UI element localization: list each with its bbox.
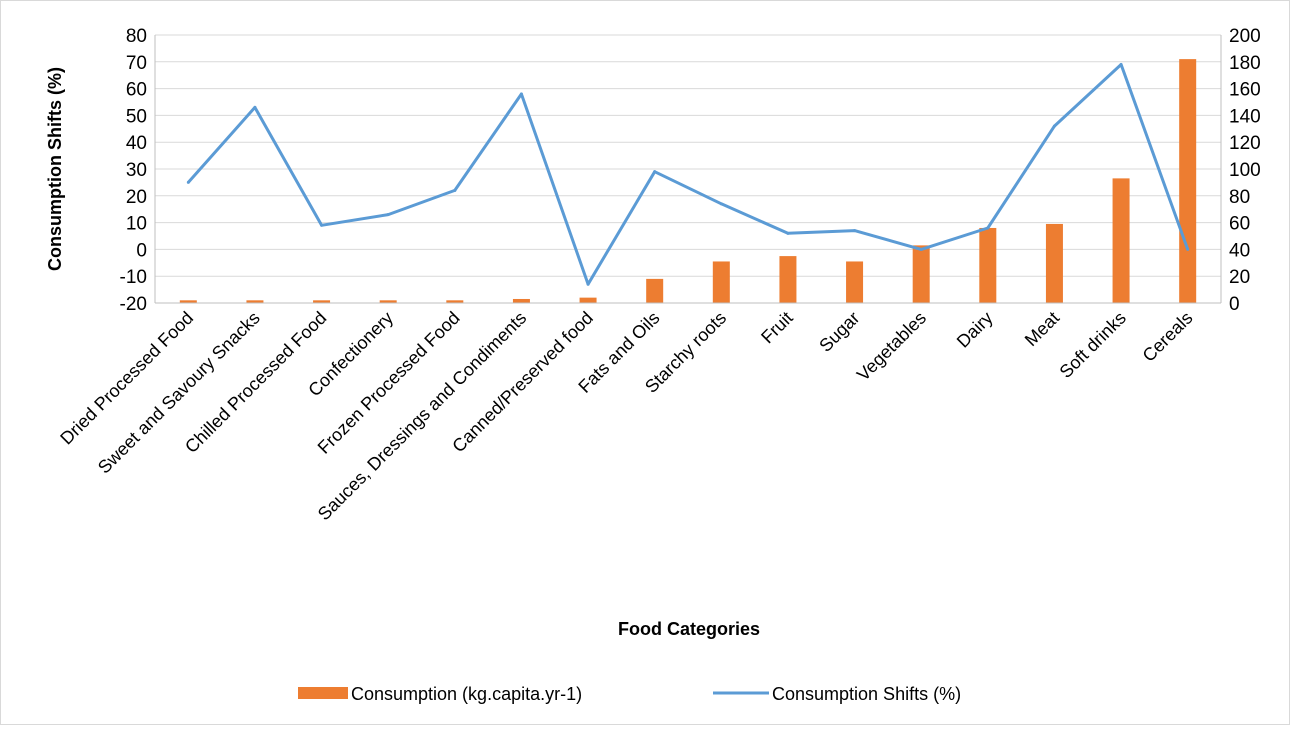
bar — [1179, 59, 1197, 304]
line-point — [919, 247, 923, 251]
line-point — [719, 202, 723, 206]
bar — [1112, 178, 1130, 303]
line-point — [1119, 62, 1123, 66]
category-label: Soft drinks — [1056, 308, 1130, 382]
legend-bar-swatch — [298, 687, 348, 699]
category-label: Sugar — [815, 308, 863, 356]
right-tick-label: 100 — [1229, 160, 1261, 181]
right-tick-label: 0 — [1229, 294, 1240, 315]
left-tick-label: -10 — [120, 267, 147, 288]
bar — [712, 261, 730, 303]
line-point — [386, 213, 390, 217]
legend-line-label: Consumption Shifts (%) — [772, 684, 961, 704]
left-tick-label: 20 — [126, 187, 147, 208]
legend-bar-label: Consumption (kg.capita.yr-1) — [351, 684, 582, 704]
legend: Consumption (kg.capita.yr-1) Consumption… — [298, 684, 961, 704]
line-point — [453, 188, 457, 192]
left-tick-label: 60 — [126, 80, 147, 101]
axes — [154, 35, 1222, 304]
line-point — [1052, 124, 1056, 128]
bar — [646, 278, 664, 303]
bar — [379, 300, 397, 303]
bar — [912, 245, 930, 303]
category-label: Dairy — [953, 308, 997, 352]
shift-line — [187, 63, 1190, 286]
right-tick-label: 120 — [1229, 133, 1261, 154]
left-tick-label: 30 — [126, 160, 147, 181]
category-label: Fruit — [757, 308, 797, 348]
x-axis-title: Food Categories — [618, 619, 760, 639]
line-series — [186, 62, 1190, 286]
line-point — [853, 229, 857, 233]
left-axis-title: Consumption Shifts (%) — [45, 67, 65, 271]
bar — [979, 227, 997, 303]
right-tick-label: 140 — [1229, 106, 1261, 127]
left-tick-label: 0 — [136, 240, 147, 261]
bar — [512, 298, 530, 303]
right-tick-label: 80 — [1229, 187, 1250, 208]
category-label: Dried Processed Food — [56, 308, 197, 449]
bar — [246, 300, 264, 303]
category-label: Cereals — [1139, 308, 1197, 366]
line-point — [986, 226, 990, 230]
bar — [1045, 223, 1063, 303]
right-tick-label: 20 — [1229, 267, 1250, 288]
line-point — [320, 223, 324, 227]
left-tick-label: -20 — [120, 294, 147, 315]
line-point — [786, 231, 790, 235]
right-tick-label: 40 — [1229, 240, 1250, 261]
line-point — [586, 282, 590, 286]
left-tick-label: 70 — [126, 53, 147, 74]
bar — [446, 300, 464, 303]
left-axis-ticks: 80 70 60 50 40 30 20 10 0 -10 -20 — [120, 26, 147, 315]
right-tick-label: 200 — [1229, 26, 1261, 47]
category-label: Vegetables — [853, 308, 930, 385]
category-label: Meat — [1021, 308, 1063, 350]
bar — [779, 256, 797, 303]
left-tick-label: 50 — [126, 106, 147, 127]
bar-series — [179, 59, 1197, 304]
line-point — [519, 92, 523, 96]
bar — [846, 261, 864, 303]
right-tick-label: 60 — [1229, 214, 1250, 235]
right-tick-label: 180 — [1229, 53, 1261, 74]
left-tick-label: 10 — [126, 214, 147, 235]
bar — [579, 297, 597, 303]
left-tick-label: 40 — [126, 133, 147, 154]
line-point — [1186, 247, 1190, 251]
left-tick-label: 80 — [126, 26, 147, 47]
bar — [313, 300, 331, 303]
line-point — [186, 180, 190, 184]
bar — [179, 300, 197, 303]
right-tick-label: 160 — [1229, 80, 1261, 101]
line-point — [253, 105, 257, 109]
line-point — [653, 170, 657, 174]
